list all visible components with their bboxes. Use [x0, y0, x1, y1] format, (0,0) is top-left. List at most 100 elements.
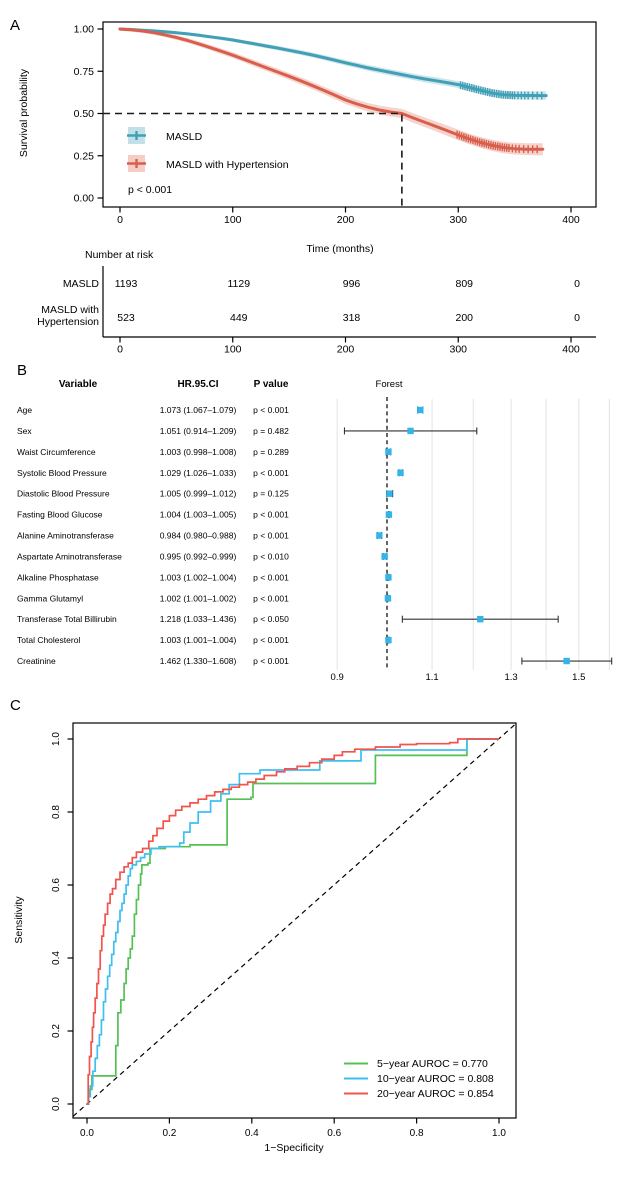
km-axes-layer: 1.00 0.75 0.50 0.25 0.00 0 100 200 300 400 [74, 21, 597, 226]
risk-count-value: 523 [117, 312, 135, 324]
forest-variable-label: Waist Circumference [17, 447, 96, 457]
km-y-tick-label: 1.00 [74, 24, 95, 36]
forest-gridlines [336, 397, 610, 670]
roc-curve [87, 738, 499, 1105]
risk-row-label: MASLD [63, 278, 100, 290]
roc-axes-layer: 0.0 0.0 0.2 0.2 0.4 0.4 0.6 0.6 0.8 0.8 1.0 1.0 [51, 722, 517, 1139]
forest-hr-marker [385, 574, 392, 581]
km-legend-keys [127, 127, 146, 172]
km-x-tick-label: 200 [337, 214, 355, 226]
forest-hr-marker [385, 511, 393, 518]
forest-variable-label: Aspartate Aminotransferase [17, 551, 122, 561]
km-survival-curves [118, 27, 548, 154]
km-curve [118, 27, 548, 98]
risk-count-value: 0 [574, 312, 580, 324]
roc-y-tick-label: 1.0 [51, 732, 62, 746]
risk-row-label: Hypertension [37, 316, 99, 328]
forest-p-value: p < 0.001 [253, 468, 289, 478]
forest-hr-ci-value: 1.003 (1.002–1.004) [160, 572, 237, 582]
forest-rows: Age 1.073 (1.067–1.079) p < 0.001 Sex 1.051 … [17, 405, 613, 666]
roc-x-tick-label: 0.4 [245, 1128, 259, 1139]
forest-variable-label: Systolic Blood Pressure [17, 468, 107, 478]
km-y-tick-label: 0.00 [74, 193, 95, 205]
risk-count-value: 200 [455, 312, 473, 324]
km-median-guide-lines [103, 112, 403, 207]
risk-count-value: 1193 [115, 278, 138, 290]
forest-hr-marker [477, 616, 484, 623]
forest-p-value: p = 0.125 [253, 489, 289, 499]
roc-legend-label-5yr: 5−year AUROC = 0.770 [377, 1058, 488, 1070]
risk-table-x-tick-label: 100 [224, 344, 242, 356]
panel-c-letter: C [10, 697, 21, 714]
forest-variable-label: Sex [17, 426, 32, 436]
km-x-tick-label: 100 [224, 214, 242, 226]
risk-table-x-tick-label: 400 [562, 344, 580, 356]
risk-count-value: 809 [455, 278, 473, 290]
forest-variable-label: Fasting Blood Glucose [17, 510, 103, 520]
roc-y-axis-title: Sensitivity [13, 896, 25, 944]
forest-variable-label: Total Cholesterol [17, 635, 80, 645]
km-legend-label-masld-htn: MASLD with Hypertension [166, 159, 289, 171]
risk-count-value: 0 [574, 278, 580, 290]
roc-x-tick-label: 0.2 [162, 1128, 176, 1139]
risk-table-x-tick-label: 200 [337, 344, 355, 356]
km-x-tick-label: 300 [449, 214, 467, 226]
forest-hr-ci-value: 1.002 (1.001–1.002) [160, 593, 237, 603]
roc-y-tick-label: 0.8 [51, 805, 62, 819]
forest-hr-ci-value: 1.003 (0.998–1.008) [160, 447, 237, 457]
km-curve [118, 27, 545, 151]
forest-plot-title: Forest [376, 379, 403, 390]
roc-x-tick-label: 0.0 [80, 1128, 94, 1139]
roc-y-tick-label: 0.6 [51, 878, 62, 892]
forest-hr-marker [397, 469, 404, 476]
forest-p-value: p < 0.001 [253, 593, 289, 603]
km-plot-frame [102, 21, 597, 208]
risk-count-value: 449 [230, 312, 248, 324]
risk-row-label: MASLD with [41, 304, 99, 316]
risk-count-value: 1129 [227, 278, 250, 290]
forest-hr-marker [376, 532, 383, 539]
forest-hr-ci-value: 1.005 (0.999–1.012) [160, 489, 237, 499]
roc-x-tick-label: 0.6 [327, 1128, 341, 1139]
risk-count-value: 318 [343, 312, 361, 324]
panel-a-letter: A [10, 17, 20, 34]
forest-x-tick-label: 1.1 [425, 672, 438, 683]
roc-plot-frame [72, 722, 517, 1119]
forest-hr-ci-value: 1.029 (1.026–1.033) [160, 468, 237, 478]
forest-p-value: p < 0.001 [253, 510, 289, 520]
forest-x-axis-labels: 0.9 1.1 1.3 1.5 [331, 672, 586, 683]
forest-p-value: p = 0.482 [253, 426, 289, 436]
roc-x-tick-label: 0.8 [410, 1128, 424, 1139]
forest-hr-ci-value: 1.073 (1.067–1.079) [160, 405, 237, 415]
forest-variable-label: Diastolic Blood Pressure [17, 489, 110, 499]
risk-table-title: Number at risk [85, 249, 154, 261]
forest-col-header-pvalue: P value [254, 379, 289, 390]
forest-hr-marker [381, 553, 388, 560]
km-x-axis-title: Time (months) [306, 243, 373, 255]
roc-curve [87, 738, 499, 1105]
forest-x-tick-label: 0.9 [331, 672, 344, 683]
forest-col-header-hrci: HR.95.CI [177, 379, 218, 390]
risk-count-value: 996 [343, 278, 361, 290]
forest-p-value: p < 0.010 [253, 551, 289, 561]
roc-y-tick-label: 0.4 [51, 951, 62, 965]
forest-hr-ci-value: 1.051 (0.914–1.209) [160, 426, 237, 436]
forest-hr-marker [407, 427, 414, 435]
forest-hr-ci-value: 0.995 (0.992–0.999) [160, 551, 237, 561]
forest-hr-ci-value: 1.462 (1.330–1.608) [160, 656, 237, 666]
roc-curves-layer [87, 738, 499, 1105]
roc-x-tick-label: 1.0 [492, 1128, 506, 1139]
roc-legend-label-10yr: 10−year AUROC = 0.808 [377, 1073, 494, 1085]
forest-hr-marker [386, 490, 393, 497]
forest-hr-ci-value: 0.984 (0.980–0.988) [160, 531, 237, 541]
forest-hr-marker [384, 595, 392, 602]
km-y-tick-label: 0.50 [74, 108, 95, 120]
forest-col-header-variable: Variable [59, 379, 98, 390]
forest-p-value: p < 0.001 [253, 635, 289, 645]
forest-hr-ci-value: 1.004 (1.003–1.005) [160, 510, 237, 520]
forest-p-value: p = 0.289 [253, 447, 289, 457]
forest-hr-marker [417, 406, 424, 414]
forest-variable-label: Age [17, 405, 32, 415]
forest-hr-marker [385, 448, 392, 456]
